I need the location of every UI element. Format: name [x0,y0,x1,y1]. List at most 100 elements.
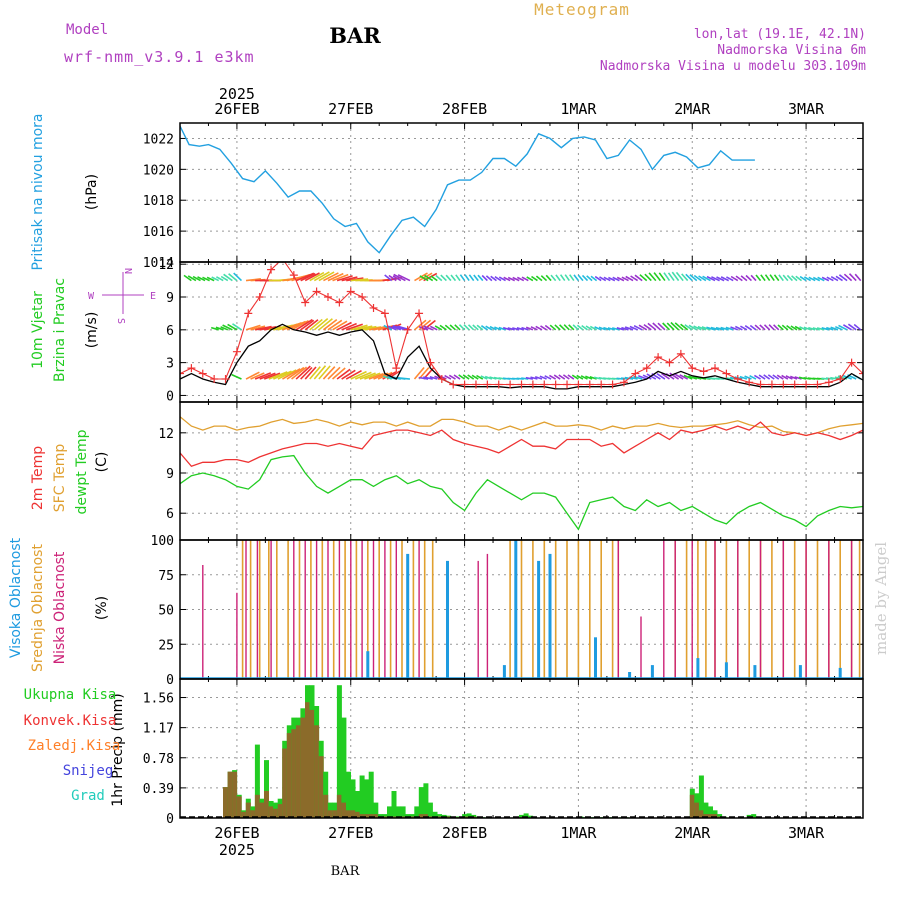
y-tick-label: 9 [166,467,174,482]
wind-arrow [616,327,625,331]
gust-marker [255,293,264,301]
wind-arrow [430,275,438,282]
wind-arrow [259,326,277,331]
wind-arrow [830,276,839,282]
wind-arrow [585,375,593,380]
wind-arrow [455,274,461,282]
precip-legend-item: Ukupna Kisa [24,687,117,703]
wind-arrow [725,377,734,380]
wind-arrow [309,366,321,380]
gust-marker [437,375,446,384]
mid-cloud-bar [577,540,580,679]
wind-arrow [581,324,588,331]
wind-arrow [463,324,470,331]
wind-arrow [777,324,784,331]
wind-arrow [715,326,725,331]
low-cloud-bar [759,540,762,679]
wind-arrow [377,371,393,380]
conv-precip-bar [418,814,424,818]
wind-dir-west: W [88,291,95,302]
total-precip-bar [708,806,713,818]
wind-arrow [176,275,182,281]
low-cloud-bar [327,540,329,679]
conv-precip-bar [341,802,347,818]
conv-precip-bar [264,791,269,818]
total-precip-bar [364,779,370,818]
day-label-bottom: 26FEB [214,824,259,842]
wind-gust-line [180,262,863,386]
wind-arrow [187,275,197,282]
gust-marker [449,380,458,389]
wind-arrow [336,275,353,282]
wind-arrow [434,325,443,331]
wind-arrow [585,325,593,331]
low-cloud-bar [304,540,306,679]
wind-arrow [758,374,766,380]
y-tick-label: 9 [166,291,174,306]
mid-cloud-bar [589,540,591,679]
conv-precip-bar [703,814,709,818]
gust-marker [722,369,731,378]
altitude-label: Nadmorska Visina 6m [717,43,866,58]
gust-marker [619,378,628,387]
wind-arrow [341,369,356,380]
pressure-line [180,125,755,254]
wind-arrow [440,274,447,282]
wind-arrow [744,325,752,331]
wind-arrow [576,324,584,331]
wind-arrow [549,324,557,331]
wind-arrow [740,325,748,331]
wind-arrow [754,324,762,331]
wind-arrow [689,274,698,282]
wind-arrow [647,322,657,331]
total-precip-bar [423,783,429,818]
low-cloud-bar [805,540,807,679]
total-precip-bar [519,814,524,818]
wind-arrow [530,376,538,380]
total-precip-bar [427,802,433,818]
wind-arrow [494,326,502,331]
low-cloud-bar [202,565,204,679]
wind-arrow [318,365,331,380]
wind-arrow [697,325,707,331]
wind-arrow [812,327,820,331]
mid-cloud-bar [268,540,270,679]
low-cloud-bar [361,540,363,679]
wind-arrow [653,272,662,282]
gust-marker [392,364,401,373]
total-precip-bar [462,814,468,818]
high-cloud-bar [724,662,728,679]
wind-arrow [444,374,452,380]
conv-precip-bar [273,808,279,818]
wind-arrow [300,366,313,380]
mid-cloud-bar [321,540,324,679]
wind-arrow [327,319,343,331]
total-precip-bar [528,815,534,818]
meteogram-title: Meteogram [534,0,630,19]
wind-arrow [304,272,320,282]
wind-arrow [853,323,862,331]
y-tick-label: 1018 [143,194,174,209]
wind-arrow [730,326,739,331]
wind-arrow [701,326,711,331]
wind-arrow [791,275,798,282]
wind-arrow [322,366,336,380]
wind-arrow [444,324,452,331]
wind-arrow [739,375,748,380]
conv-precip-bar [223,787,228,818]
gust-marker [380,309,389,318]
mid-cloud-bar [423,540,426,679]
wind-arrow [539,375,547,380]
wind-arrow [764,274,771,282]
wind-arrow [459,274,466,282]
gust-marker [403,325,412,334]
conv-precip-bar [250,810,256,818]
wind-arrow [576,374,584,380]
mid-cloud-bar [532,540,534,679]
wind-arrow [666,322,675,331]
wind-arrow [473,274,479,282]
wind-arrow [572,324,579,331]
precip-legend-item: Grad [71,788,105,804]
conv-precip-bar [364,814,370,818]
wind-arrow [799,275,807,282]
